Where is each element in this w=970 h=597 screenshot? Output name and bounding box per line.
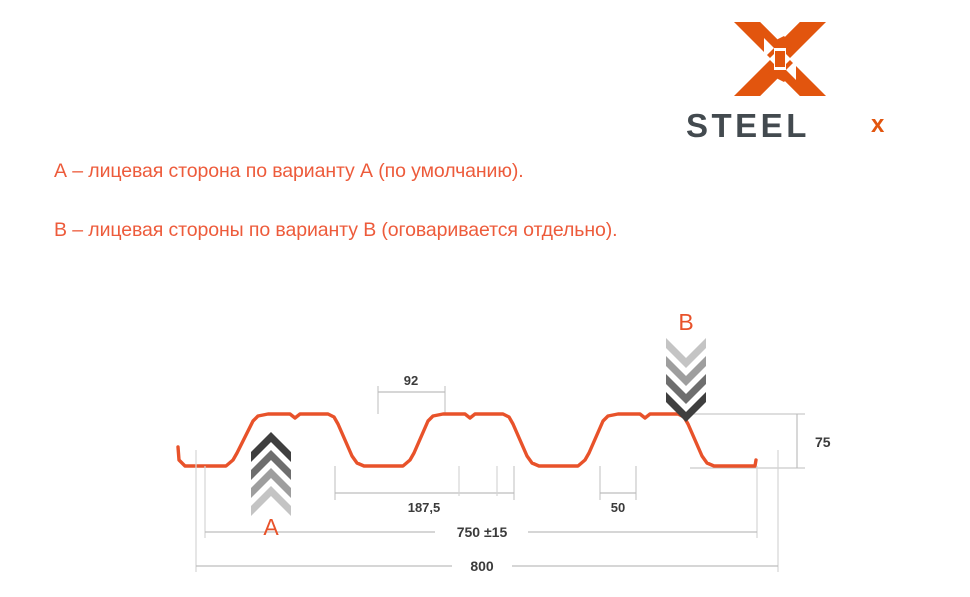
dimension-800-label: 800 (470, 558, 494, 574)
caption-variant-b: В – лицевая стороны по варианту В (огова… (54, 219, 618, 241)
dimension-extension-lines (195, 450, 779, 572)
steelx-logo: STEEL x (686, 18, 906, 144)
dimension-50-label: 50 (611, 500, 625, 515)
steelx-wordmark: STEEL x (686, 107, 885, 144)
dimension-750-label: 750 ±15 (457, 524, 508, 540)
profile-drawing: 92 75 187,5 50 (176, 309, 831, 574)
marker-a: A (251, 432, 291, 540)
marker-b: B (666, 309, 706, 422)
sheet-profile-path (176, 412, 758, 468)
dimension-50: 50 (599, 466, 637, 515)
steelx-x-mark-icon (734, 22, 826, 96)
dimension-750: 750 ±15 (205, 524, 757, 540)
marker-a-label: A (263, 514, 279, 540)
dimension-187-5-label: 187,5 (408, 500, 441, 515)
marker-b-label: B (678, 309, 693, 335)
caption-variant-a: А – лицевая сторона по варианту А (по ум… (54, 160, 524, 182)
dimension-92-label: 92 (404, 373, 418, 388)
marker-b-chevrons-down-icon (666, 338, 706, 422)
dimension-92: 92 (377, 373, 446, 414)
dimension-800: 800 (196, 558, 778, 574)
wordmark-steel-text: STEEL (686, 107, 810, 144)
marker-a-chevrons-up-icon (251, 432, 291, 516)
wordmark-x-suffix: x (871, 111, 885, 138)
dimension-75: 75 (690, 413, 831, 469)
dimension-187-5: 187,5 (334, 466, 515, 515)
dimension-75-label: 75 (815, 434, 831, 450)
